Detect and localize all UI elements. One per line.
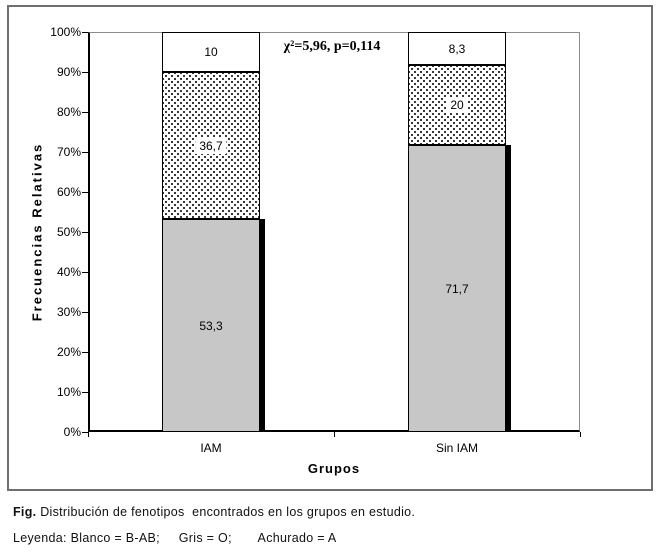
bar-value-label: 20 bbox=[446, 97, 468, 113]
bar-value-label: 53,3 bbox=[199, 318, 223, 333]
x-axis-title: Grupos bbox=[307, 461, 361, 476]
y-tick-mark bbox=[82, 232, 88, 233]
y-tick-label: 70% bbox=[56, 145, 81, 159]
bar-segment-o-sin-iam bbox=[408, 145, 506, 432]
y-tick-mark bbox=[82, 272, 88, 273]
category-label-sin-iam: Sin IAM bbox=[435, 441, 479, 455]
chi-square-annotation: χ²=5,96, p=0,114 bbox=[283, 39, 381, 54]
y-tick-mark bbox=[82, 392, 88, 393]
x-tick-mark bbox=[88, 432, 89, 437]
y-tick-mark bbox=[82, 352, 88, 353]
bar-segment-o-iam bbox=[162, 219, 260, 432]
x-tick-mark bbox=[580, 432, 581, 437]
y-tick-label: 90% bbox=[56, 65, 81, 79]
figure-legend: Leyenda: Blanco = B-AB; Gris = O; Achura… bbox=[13, 531, 337, 545]
y-tick-label: 40% bbox=[56, 265, 81, 279]
bar-segment-b-ab-sin-iam bbox=[408, 32, 506, 65]
bar-value-label: 10 bbox=[204, 45, 218, 59]
bar-shadow bbox=[260, 219, 265, 432]
caption-fig-label: Fig. bbox=[13, 505, 37, 519]
bar-segment-b-ab-iam bbox=[162, 32, 260, 72]
y-tick-mark bbox=[82, 192, 88, 193]
figure-caption: Fig. Distribución de fenotipos encontrad… bbox=[13, 505, 415, 519]
y-tick-mark bbox=[82, 152, 88, 153]
y-tick-mark bbox=[82, 32, 88, 33]
y-tick-mark bbox=[82, 312, 88, 313]
y-tick-label: 20% bbox=[56, 345, 81, 359]
bar-value-label: 8,3 bbox=[448, 41, 466, 56]
y-tick-label: 80% bbox=[56, 105, 81, 119]
y-tick-label: 10% bbox=[56, 385, 81, 399]
y-tick-label: 50% bbox=[56, 225, 81, 239]
y-tick-label: 60% bbox=[56, 185, 81, 199]
y-tick-mark bbox=[82, 112, 88, 113]
x-tick-mark bbox=[334, 432, 335, 437]
caption-text: Distribución de fenotipos encontrados en… bbox=[36, 505, 416, 519]
y-tick-label: 0% bbox=[63, 425, 81, 439]
bar-value-label: 36,7 bbox=[195, 137, 227, 154]
bar-value-label: 71,7 bbox=[445, 281, 469, 296]
bar-shadow bbox=[506, 145, 511, 432]
y-tick-mark bbox=[82, 72, 88, 73]
y-tick-mark bbox=[82, 432, 88, 433]
y-tick-label: 30% bbox=[56, 305, 81, 319]
category-label-iam: IAM bbox=[200, 441, 222, 455]
y-tick-label: 100% bbox=[50, 25, 81, 39]
